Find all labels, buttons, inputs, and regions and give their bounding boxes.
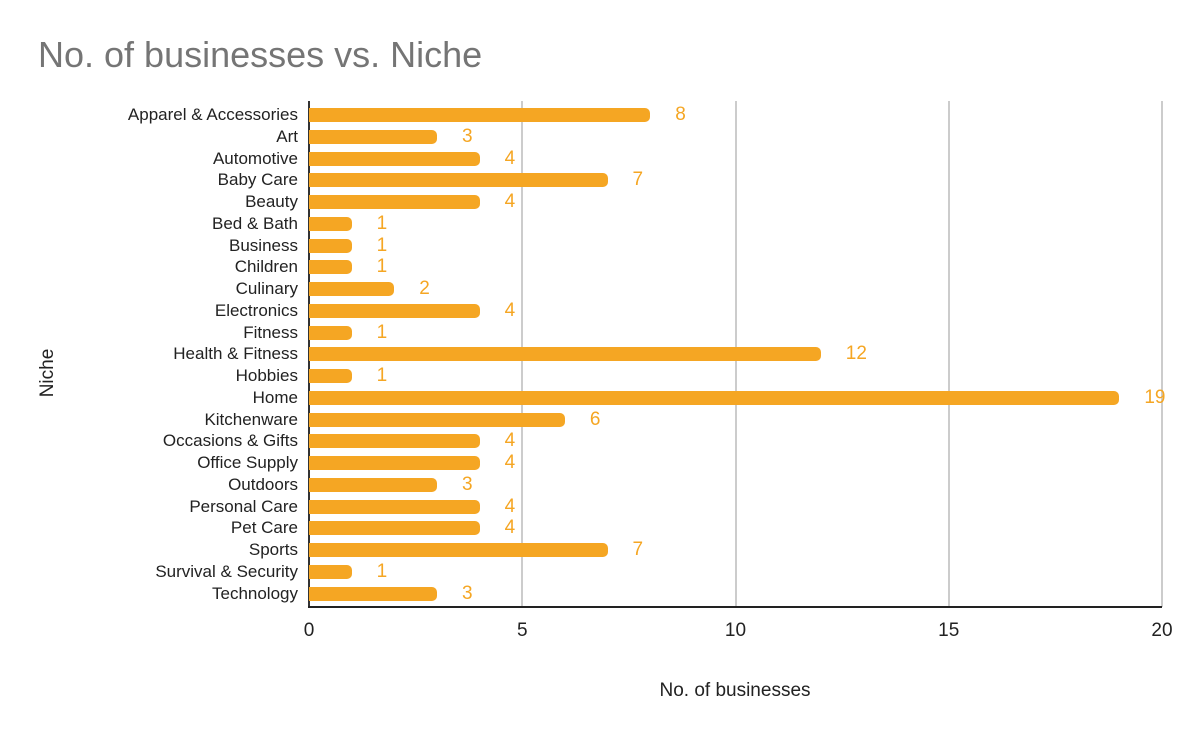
bar (309, 216, 352, 231)
data-label: 3 (461, 125, 473, 147)
category-label: Apparel & Accessories (127, 105, 298, 124)
category-label: Electronics (214, 300, 298, 320)
bar (309, 390, 1120, 405)
bar (309, 521, 480, 536)
data-label: 1 (376, 560, 388, 582)
data-label: 1 (376, 321, 388, 343)
bar (309, 238, 352, 253)
bar (309, 195, 480, 209)
category-label: Office Supply (197, 453, 298, 472)
category-label: Bed & Bath (211, 213, 298, 233)
bar (309, 282, 395, 296)
category-label: Hobbies (235, 366, 298, 385)
category-label: Art (276, 126, 298, 146)
x-axis-label: No. of businesses (659, 680, 811, 701)
category-label: Kitchenware (204, 409, 298, 429)
bar (309, 260, 352, 275)
data-label: 1 (376, 212, 388, 234)
x-tick-label: 10 (724, 620, 747, 641)
data-label: 8 (675, 104, 686, 125)
gridline (1161, 101, 1163, 607)
bar (309, 543, 608, 557)
bar (309, 151, 480, 166)
category-label: Home (252, 387, 298, 407)
data-label: 4 (504, 299, 516, 321)
bar (309, 129, 437, 144)
x-tick-label: 20 (1151, 620, 1173, 641)
chart-title: No. of businesses vs. Niche (38, 34, 483, 75)
data-label: 4 (504, 191, 516, 212)
data-label: 19 (1144, 386, 1166, 408)
category-label: Survival & Security (155, 561, 298, 581)
bar (309, 456, 480, 470)
data-label: 6 (589, 408, 601, 430)
x-axis-line (308, 606, 1162, 608)
category-label: Baby Care (217, 170, 298, 190)
data-label: 7 (632, 539, 644, 560)
data-label: 4 (504, 495, 516, 517)
category-label: Culinary (235, 279, 298, 298)
category-label: Occasions & Gifts (162, 431, 298, 451)
category-label: Outdoors (228, 474, 298, 494)
data-label: 1 (376, 234, 388, 256)
category-label: Technology (211, 583, 298, 603)
data-label: 1 (376, 365, 388, 386)
bar (309, 477, 437, 492)
data-label: 2 (419, 278, 430, 299)
category-label: Personal Care (189, 496, 298, 516)
bar (309, 173, 608, 188)
bar (309, 412, 565, 427)
data-label: 7 (632, 169, 644, 191)
data-label: 12 (845, 343, 867, 365)
x-tick-label: 15 (938, 620, 960, 641)
category-label: Beauty (245, 192, 298, 211)
gridline (947, 101, 950, 607)
bar (309, 325, 352, 340)
category-label: Health & Fitness (173, 344, 298, 364)
category-label: Business (229, 235, 298, 255)
bar (309, 347, 821, 362)
bar (309, 564, 352, 579)
plot-area: 8 3 4 7 4 1 1 1 2 4 1 12 1 19 6 4 4 3 4 4 7 1 3 (308, 101, 1166, 608)
bar (309, 108, 651, 122)
data-label: 4 (504, 452, 516, 473)
y-axis-label: Niche (37, 348, 58, 398)
category-label: Fitness (243, 322, 298, 342)
bar (309, 303, 480, 318)
bar (309, 499, 480, 514)
category-label: Automotive (212, 148, 298, 168)
bar (309, 586, 437, 601)
data-label: 3 (461, 473, 473, 495)
data-label: 4 (504, 430, 516, 452)
x-tick-label: 0 (303, 620, 315, 641)
data-label: 3 (461, 582, 473, 604)
bar (309, 369, 352, 383)
data-label: 4 (504, 147, 516, 169)
data-label: 1 (376, 256, 388, 278)
bar (309, 434, 480, 449)
category-label: Children (234, 257, 298, 277)
data-label: 4 (504, 517, 516, 539)
x-tick-label: 5 (516, 620, 528, 641)
category-label: Pet Care (230, 518, 298, 538)
category-label: Sports (248, 540, 298, 559)
